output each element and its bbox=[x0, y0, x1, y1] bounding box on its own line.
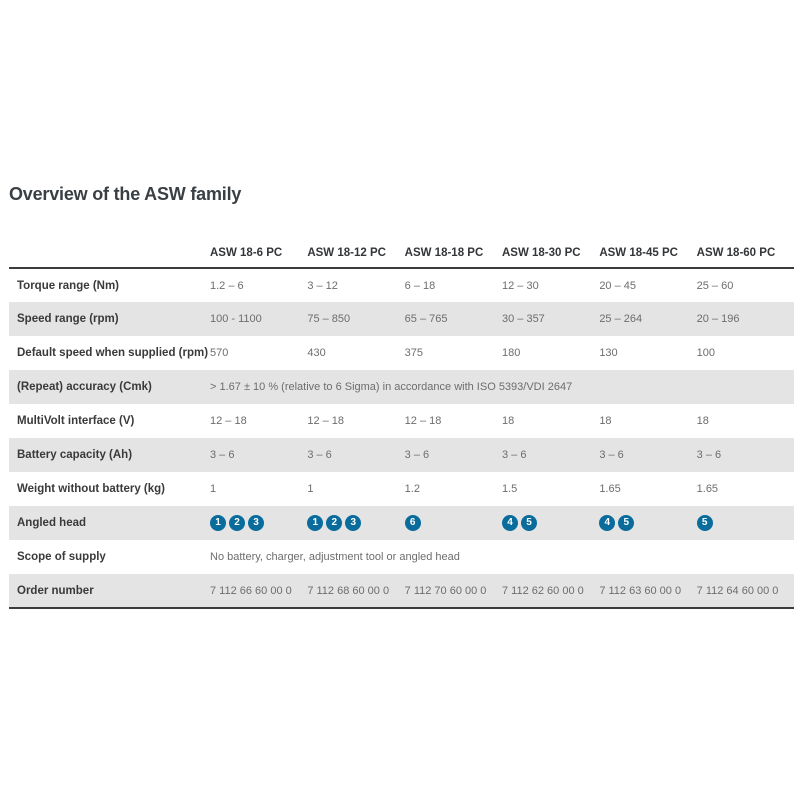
cell-value: 3 – 6 bbox=[501, 449, 527, 461]
row-label: Scope of supply bbox=[17, 551, 106, 563]
angled-head-badge-1: 1 bbox=[307, 515, 324, 531]
table-row: Battery capacity (Ah) 3 – 6 3 – 6 3 – 6 3 – … bbox=[9, 438, 794, 472]
cell-value: 180 bbox=[501, 347, 521, 359]
column-header-asw-18-45-pc: ASW 18-45 PC bbox=[599, 247, 678, 259]
row-label: Angled head bbox=[17, 517, 87, 529]
angled-head-badge-5: 5 bbox=[696, 515, 713, 531]
cell-value: 7 112 63 60 00 0 bbox=[599, 584, 682, 597]
row-label: Battery capacity (Ah) bbox=[17, 449, 133, 461]
cell-value: 25 – 60 bbox=[696, 279, 734, 292]
table-row: Scope of supply No battery, charger, adju… bbox=[9, 540, 794, 574]
angled-head-badge-4: 4 bbox=[599, 515, 616, 531]
cell-value: 12 – 18 bbox=[210, 415, 247, 427]
cell-value: 18 bbox=[501, 415, 515, 427]
cell-value: 12 – 18 bbox=[404, 415, 442, 427]
cell-value: 20 – 196 bbox=[696, 313, 740, 325]
row-label: (Repeat) accuracy (Cmk) bbox=[17, 381, 152, 393]
column-header-asw-18-30-pc: ASW 18-30 PC bbox=[501, 247, 581, 259]
column-header-asw-18-60-pc: ASW 18-60 PC bbox=[696, 247, 776, 259]
spec-table-header: ASW 18-6 PC ASW 18-12 PC ASW 18-18 PC ASW 1… bbox=[9, 247, 794, 268]
row-label: Default speed when supplied (rpm) bbox=[17, 347, 209, 359]
column-header-row: ASW 18-6 PC ASW 18-12 PC ASW 18-18 PC ASW 1… bbox=[9, 247, 794, 268]
cell-value: 430 bbox=[307, 347, 326, 359]
cell-value: 7 112 70 60 00 0 bbox=[404, 584, 487, 597]
cell-value: 1.5 bbox=[501, 483, 518, 495]
row-label: Order number bbox=[17, 584, 94, 597]
cell-value: 65 – 765 bbox=[404, 313, 448, 325]
cell-value: 20 – 45 bbox=[599, 279, 637, 292]
cell-value: 1.2 – 6 bbox=[210, 279, 244, 292]
row-label: Weight without battery (kg) bbox=[17, 483, 166, 495]
asw-spec-table: ASW 18-6 PC ASW 18-12 PC ASW 18-18 PC ASW 1… bbox=[9, 247, 794, 609]
angled-head-badge-1: 1 bbox=[210, 515, 226, 531]
angled-head-badge-6: 6 bbox=[404, 515, 421, 531]
cell-value: 12 – 30 bbox=[501, 279, 539, 292]
cell-value: 375 bbox=[404, 347, 424, 359]
table-row: Weight without battery (kg) 1 1 1.2 1.5 1.65 1… bbox=[9, 472, 794, 506]
cell-angled-head-badges: 5 bbox=[696, 506, 794, 540]
page-title: Overview of the ASW family bbox=[9, 184, 242, 204]
cell-value: 1 bbox=[307, 483, 314, 495]
cell-value: 3 – 6 bbox=[696, 449, 722, 461]
cell-value: 3 – 6 bbox=[404, 449, 430, 461]
row-label: Speed range (rpm) bbox=[17, 313, 119, 325]
cell-value: 7 112 68 60 00 0 bbox=[307, 584, 390, 597]
row-label: MultiVolt interface (V) bbox=[17, 415, 135, 427]
cell-value: 100 bbox=[696, 347, 715, 359]
table-row: Torque range (Nm) 1.2 – 6 3 – 12 6 – 18 12 –… bbox=[9, 268, 794, 302]
cell-value: 7 112 66 60 00 0 bbox=[210, 584, 292, 597]
cell-value: 3 – 6 bbox=[599, 449, 624, 461]
table-row: Angled head 1 2 3 1 2 3 6 4 5 4 5 5 bbox=[9, 506, 794, 540]
table-row: Order number 7 112 66 60 00 0 7 112 68 60 … bbox=[9, 574, 794, 608]
cell-value: 3 – 12 bbox=[307, 279, 338, 292]
angled-head-badge-2: 2 bbox=[326, 515, 343, 531]
table-row: Speed range (rpm) 100 - 1100 75 – 850 65 – … bbox=[9, 302, 794, 336]
cell-value: 12 – 18 bbox=[307, 415, 345, 427]
asw-overview-section: Overview of the ASW family ASW 18-6 PC AS… bbox=[9, 184, 794, 609]
cell-value: 75 – 850 bbox=[307, 313, 351, 325]
corner-cell bbox=[9, 247, 210, 268]
cell-value: 18 bbox=[599, 415, 612, 427]
cell-value: 30 – 357 bbox=[501, 313, 545, 325]
column-header-asw-18-6-pc: ASW 18-6 PC bbox=[210, 247, 283, 259]
table-row: Default speed when supplied (rpm) 570 430 3… bbox=[9, 336, 794, 370]
cell-value: 570 bbox=[210, 347, 229, 359]
cell-value: 7 112 62 60 00 0 bbox=[501, 584, 584, 597]
cell-spanned-value: > 1.67 ± 10 % (relative to 6 Sigma) in a… bbox=[210, 381, 573, 393]
cell-value: 25 – 264 bbox=[599, 313, 643, 325]
cell-value: 130 bbox=[599, 347, 618, 359]
row-label: Torque range (Nm) bbox=[17, 279, 120, 292]
cell-angled-head-badges: 6 bbox=[404, 506, 502, 540]
cell-spanned-value: No battery, charger, adjustment tool or … bbox=[210, 551, 460, 563]
angled-head-badge-5: 5 bbox=[520, 515, 537, 531]
cell-value: 18 bbox=[696, 415, 709, 427]
cell-value: 1 bbox=[210, 483, 217, 495]
angled-head-badge-3: 3 bbox=[345, 515, 362, 531]
cell-value: 1.2 bbox=[404, 483, 420, 495]
table-row: MultiVolt interface (V) 12 – 18 12 – 18 12 … bbox=[9, 404, 794, 438]
cell-value: 3 – 6 bbox=[210, 449, 235, 461]
angled-head-badge-4: 4 bbox=[501, 515, 518, 531]
angled-head-badge-2: 2 bbox=[229, 515, 245, 531]
cell-value: 1.65 bbox=[599, 483, 621, 495]
spec-table-body: Torque range (Nm) 1.2 – 6 3 – 12 6 – 18 12 –… bbox=[9, 268, 794, 608]
cell-value: 7 112 64 60 00 0 bbox=[696, 584, 779, 597]
column-header-asw-18-12-pc: ASW 18-12 PC bbox=[307, 247, 386, 259]
angled-head-badge-3: 3 bbox=[248, 515, 264, 531]
cell-value: 3 – 6 bbox=[307, 449, 332, 461]
cell-value: 6 – 18 bbox=[404, 279, 436, 292]
column-header-asw-18-18-pc: ASW 18-18 PC bbox=[404, 247, 484, 259]
angled-head-badge-5: 5 bbox=[618, 515, 635, 531]
cell-value: 100 - 1100 bbox=[210, 313, 262, 325]
cell-value: 1.65 bbox=[696, 483, 719, 495]
table-row: (Repeat) accuracy (Cmk) > 1.67 ± 10 % (re… bbox=[9, 370, 794, 404]
